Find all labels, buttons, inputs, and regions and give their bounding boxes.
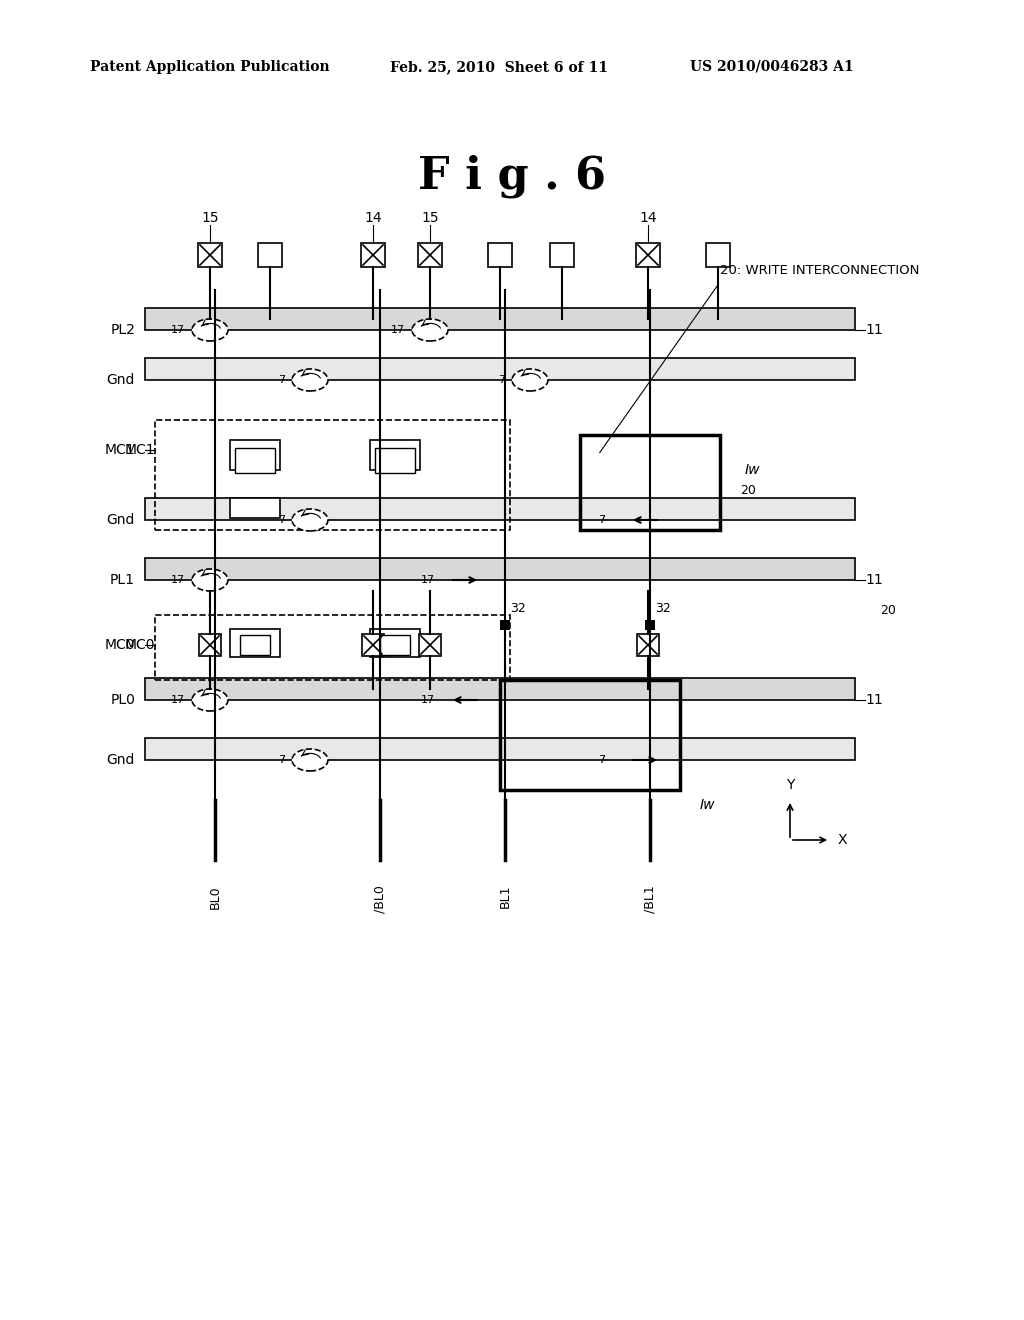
Bar <box>361 243 385 267</box>
Text: MC0: MC0 <box>104 638 135 652</box>
Bar <box>488 243 512 267</box>
Text: Gnd: Gnd <box>106 374 135 387</box>
Text: 17: 17 <box>171 576 185 585</box>
Bar <box>230 498 280 517</box>
Bar <box>230 440 280 470</box>
Text: 7: 7 <box>498 375 505 385</box>
Ellipse shape <box>512 370 548 391</box>
Text: 20: WRITE INTERCONNECTION: 20: WRITE INTERCONNECTION <box>720 264 920 276</box>
Text: 15: 15 <box>421 211 439 224</box>
Text: F i g . 6: F i g . 6 <box>418 154 606 198</box>
Text: 7: 7 <box>278 375 285 385</box>
Text: PL1: PL1 <box>110 573 135 587</box>
Text: 14: 14 <box>365 211 382 224</box>
Bar <box>145 498 855 520</box>
Bar <box>145 738 855 760</box>
Text: 17: 17 <box>171 696 185 705</box>
Text: 7: 7 <box>278 515 285 525</box>
Text: 20: 20 <box>740 483 756 496</box>
Text: 11: 11 <box>865 323 883 337</box>
Ellipse shape <box>193 319 228 341</box>
Bar <box>258 243 282 267</box>
Text: Iw: Iw <box>700 799 716 812</box>
Text: 15: 15 <box>201 211 219 224</box>
Text: Patent Application Publication: Patent Application Publication <box>90 59 330 74</box>
Bar <box>380 635 410 655</box>
Text: 32: 32 <box>510 602 525 615</box>
Text: Gnd: Gnd <box>106 513 135 527</box>
Bar <box>375 447 415 473</box>
Text: Gnd: Gnd <box>106 752 135 767</box>
Bar <box>145 558 855 579</box>
Text: 32: 32 <box>655 602 671 615</box>
Text: Y: Y <box>785 777 795 792</box>
Bar <box>370 630 420 657</box>
Bar <box>145 308 855 330</box>
Bar <box>145 678 855 700</box>
Ellipse shape <box>412 319 449 341</box>
Text: 17: 17 <box>421 696 435 705</box>
Bar <box>500 620 510 630</box>
Bar <box>145 358 855 380</box>
Text: 7: 7 <box>598 515 605 525</box>
Text: Feb. 25, 2010  Sheet 6 of 11: Feb. 25, 2010 Sheet 6 of 11 <box>390 59 608 74</box>
Bar <box>419 634 441 656</box>
Text: X: X <box>838 833 848 847</box>
Text: BL0: BL0 <box>209 884 221 908</box>
Ellipse shape <box>193 689 228 711</box>
Text: 7: 7 <box>278 755 285 766</box>
Text: /BL1: /BL1 <box>643 884 656 912</box>
Text: /BL0: /BL0 <box>374 884 386 913</box>
Text: MC1: MC1 <box>124 444 155 457</box>
Bar <box>155 615 510 680</box>
Text: 20: 20 <box>880 603 896 616</box>
Bar <box>155 420 510 531</box>
Text: 7: 7 <box>598 755 605 766</box>
Bar <box>198 243 222 267</box>
Bar <box>550 243 574 267</box>
Text: MC1: MC1 <box>104 444 135 457</box>
Text: 11: 11 <box>865 573 883 587</box>
Bar <box>637 634 659 656</box>
Text: PL2: PL2 <box>111 323 135 337</box>
Text: 17: 17 <box>391 325 406 335</box>
Ellipse shape <box>292 510 328 531</box>
Text: US 2010/0046283 A1: US 2010/0046283 A1 <box>690 59 854 74</box>
Bar <box>234 447 275 473</box>
Bar <box>706 243 730 267</box>
Ellipse shape <box>193 569 228 591</box>
Bar <box>418 243 442 267</box>
Text: 14: 14 <box>639 211 656 224</box>
Text: 17: 17 <box>421 576 435 585</box>
Text: MC0: MC0 <box>125 638 155 652</box>
Bar <box>199 634 221 656</box>
Bar <box>230 630 280 657</box>
Text: 11: 11 <box>865 693 883 708</box>
Text: PL0: PL0 <box>111 693 135 708</box>
Text: Iw: Iw <box>745 463 761 477</box>
Ellipse shape <box>292 370 328 391</box>
Bar <box>362 634 384 656</box>
Text: 17: 17 <box>171 325 185 335</box>
Ellipse shape <box>292 748 328 771</box>
Text: BL1: BL1 <box>499 884 512 908</box>
Bar <box>636 243 660 267</box>
Bar <box>240 635 270 655</box>
Bar <box>370 440 420 470</box>
Bar <box>645 620 655 630</box>
